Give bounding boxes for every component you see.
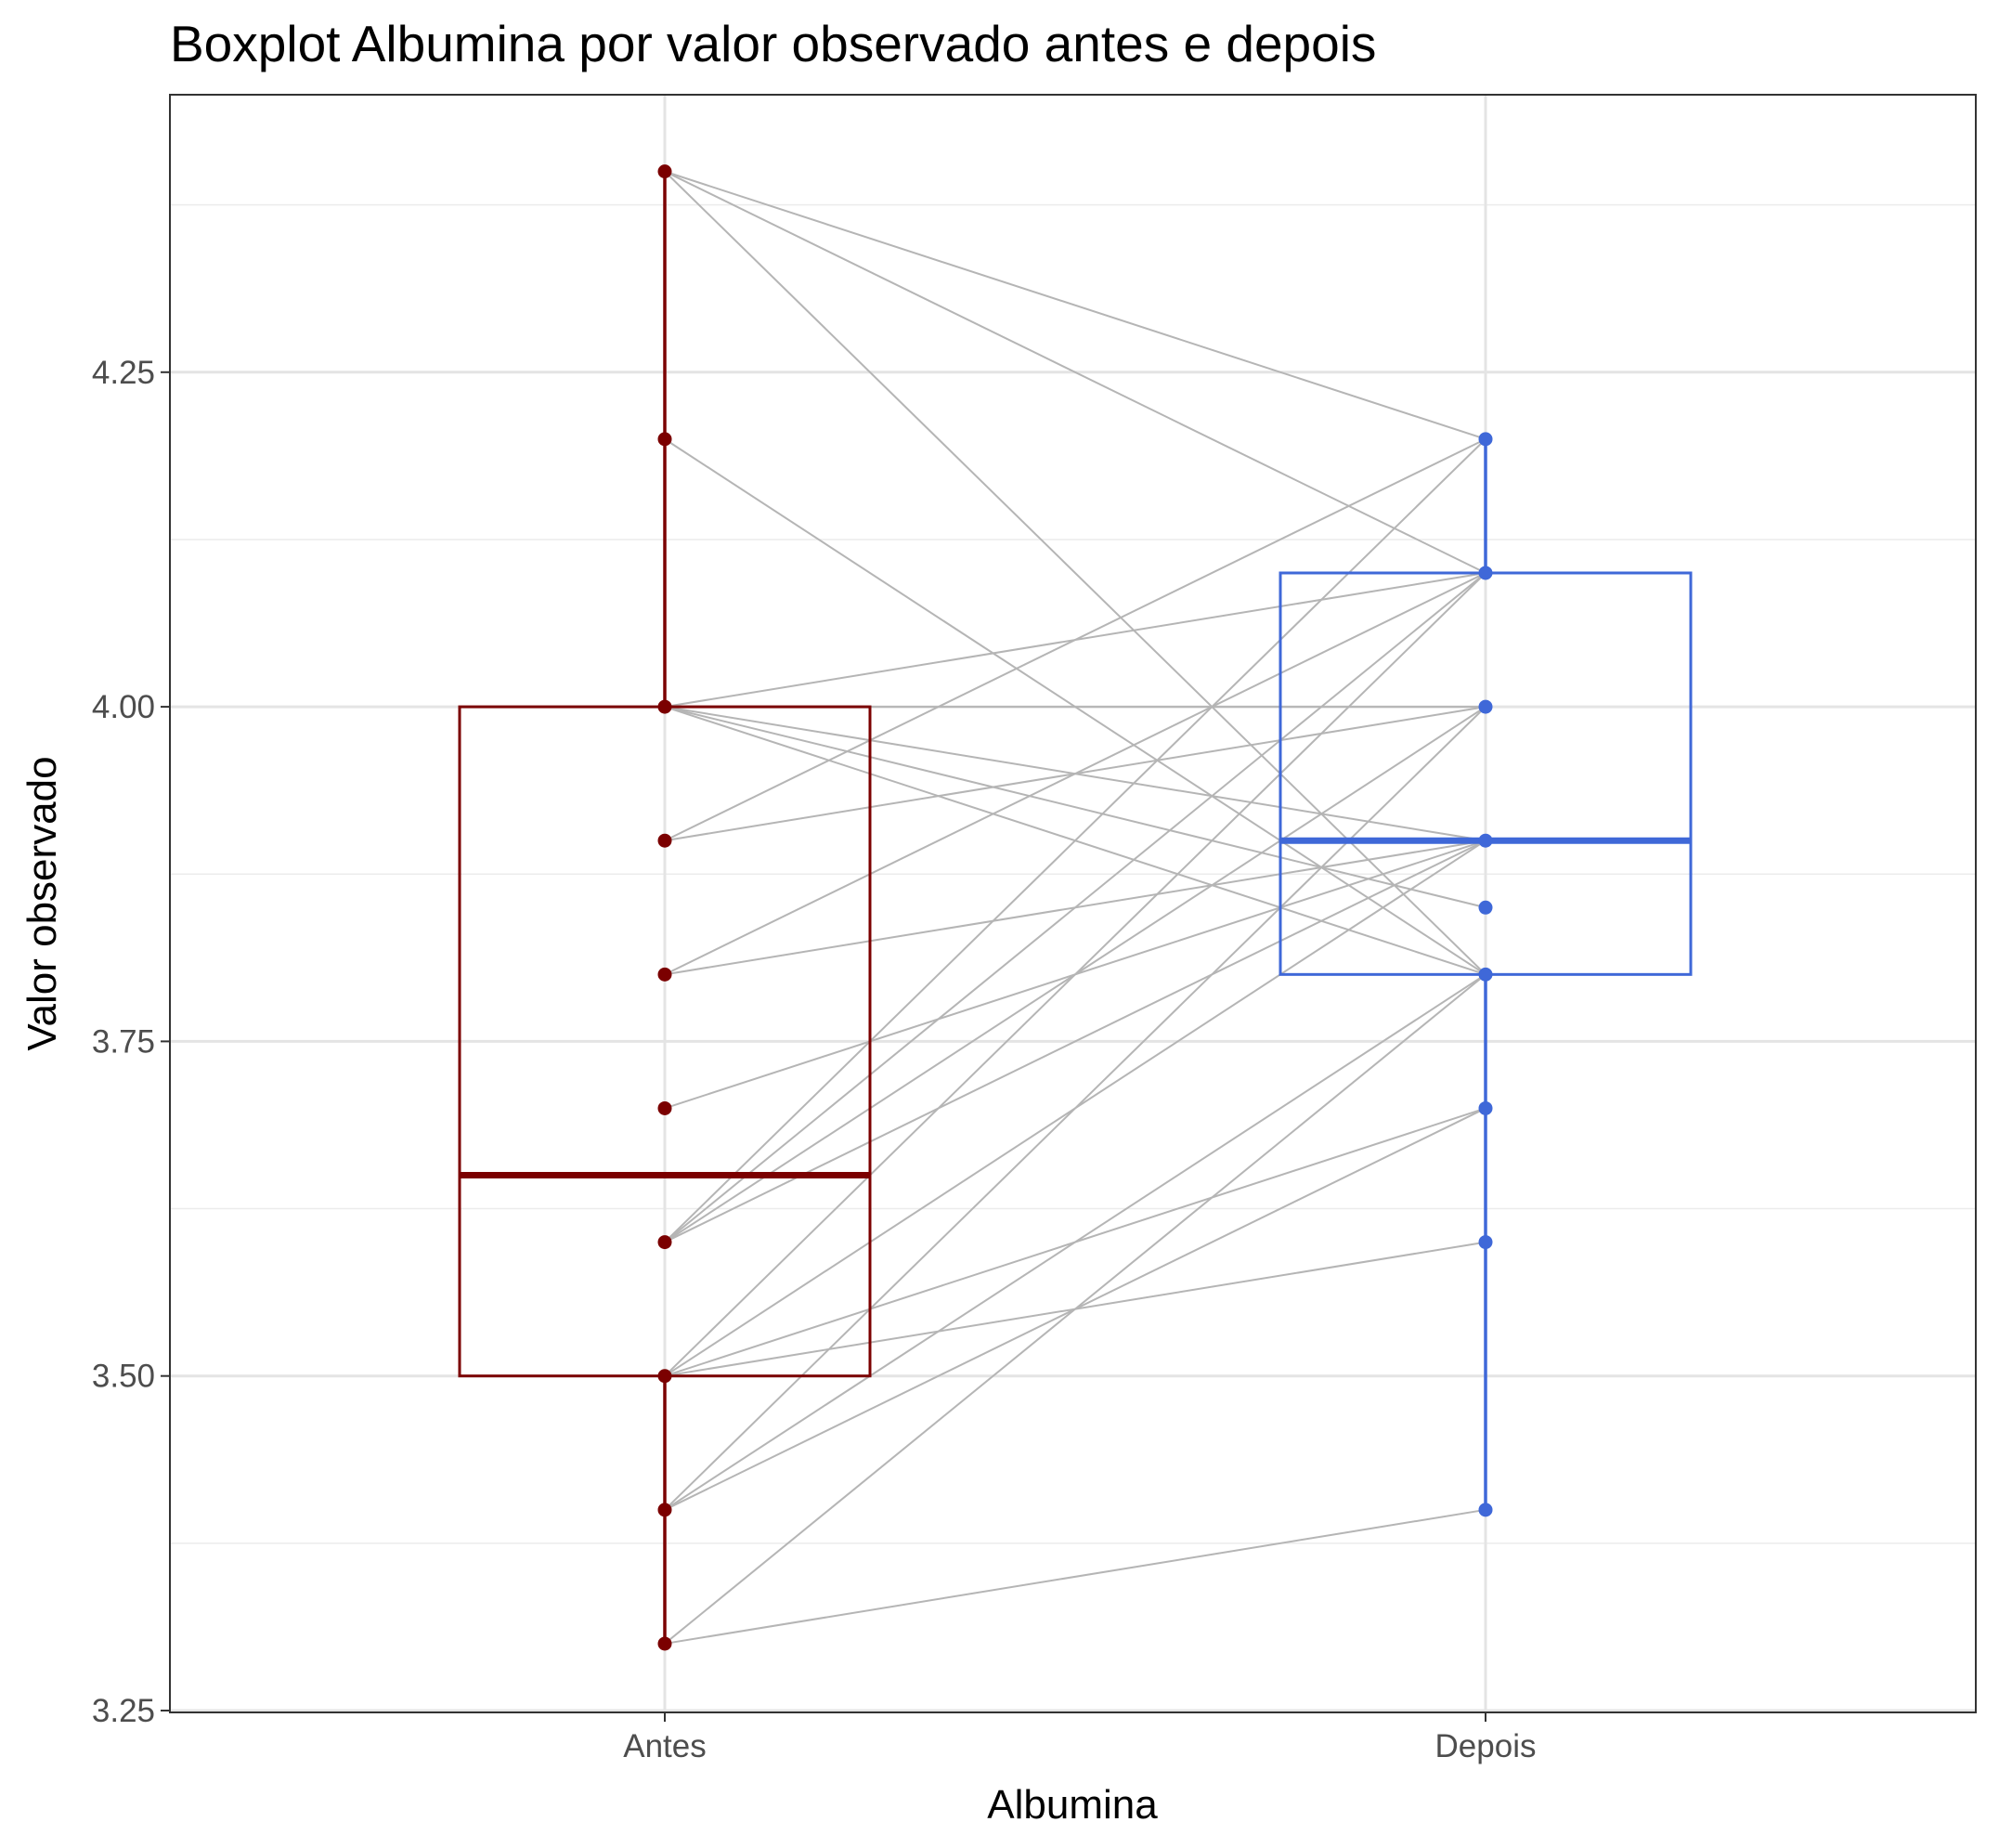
depois-point [1478, 699, 1493, 714]
pair-line [664, 973, 1486, 1645]
antes-point [657, 432, 672, 447]
pair-line [664, 706, 1486, 909]
data-points [657, 164, 1493, 1651]
antes-point [657, 1235, 672, 1250]
antes-point [657, 1503, 672, 1517]
pair-line [664, 170, 1486, 440]
depois-point [1478, 967, 1493, 982]
antes-point [657, 1636, 672, 1651]
depois-point [1478, 833, 1493, 848]
antes-point [657, 699, 672, 714]
chart-title: Boxplot Albumina por valor observado ant… [170, 15, 1376, 72]
y-axis-title: Valor observado [19, 756, 65, 1050]
depois-point [1478, 566, 1493, 580]
y-tick-label: 3.75 [92, 1023, 155, 1060]
pair-line [664, 572, 1486, 1377]
y-tick-label: 3.25 [92, 1693, 155, 1729]
pair-line [664, 1508, 1486, 1645]
y-tick-label: 4.00 [92, 689, 155, 725]
x-tick-label: Antes [623, 1728, 707, 1764]
antes-point [657, 164, 672, 179]
y-tick-label: 3.50 [92, 1359, 155, 1395]
depois-point [1478, 900, 1493, 915]
antes-point [657, 1369, 672, 1384]
x-tick-label: Depois [1435, 1728, 1537, 1764]
axes: 3.25 3.50 3.75 4.00 4.25 Antes Depois [92, 355, 1537, 1764]
pair-line [664, 973, 1486, 1511]
y-tick-label: 4.25 [92, 355, 155, 391]
antes-point [657, 1100, 672, 1115]
plot-panel-border [169, 94, 1977, 1713]
pair-lines [664, 170, 1486, 1645]
antes-point [657, 967, 672, 982]
pair-line [664, 572, 1486, 1243]
depois-point [1478, 1100, 1493, 1115]
antes-point [657, 833, 672, 848]
pair-line [664, 437, 1486, 842]
depois-point [1478, 1503, 1493, 1517]
depois-point [1478, 1235, 1493, 1250]
depois-point [1478, 432, 1493, 447]
x-axis-title: Albumina [987, 1782, 1158, 1828]
pair-line [664, 572, 1486, 976]
